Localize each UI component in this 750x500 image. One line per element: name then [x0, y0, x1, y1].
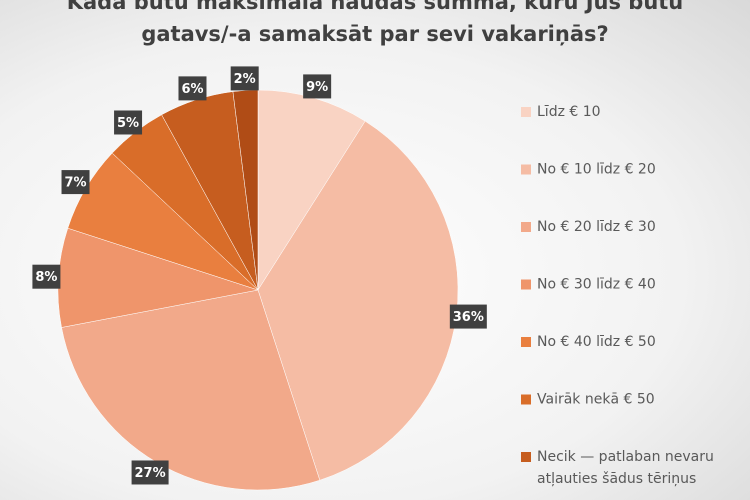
legend-label: No € 20 līdz € 30: [537, 219, 656, 235]
legend-label: Necik — patlaban nevaru atļauties šādus t…: [537, 449, 714, 487]
legend-label: No € 30 līdz € 40: [537, 277, 656, 293]
data-label: 6%: [181, 82, 203, 97]
data-label-box: [230, 66, 259, 91]
legend-swatch: [521, 164, 531, 175]
data-label: 36%: [453, 310, 484, 325]
data-label-box: [178, 76, 207, 101]
legend-swatch: [521, 452, 531, 462]
chart-title: Kāda būtu maksimālā naudas summa, kuru J…: [66, 0, 684, 46]
legend-label: No € 40 līdz € 50: [537, 334, 656, 350]
legend-label: No € 10 līdz € 20: [537, 162, 656, 178]
data-label-box: [131, 460, 169, 485]
legend-swatch: [521, 337, 531, 347]
legend-swatch: [521, 279, 531, 290]
data-label-box: [449, 304, 487, 329]
data-label-box: [303, 74, 332, 99]
data-label: 2%: [234, 72, 256, 87]
legend-swatch: [521, 394, 531, 405]
data-label-box: [61, 170, 90, 195]
legend-swatch: [521, 222, 531, 232]
data-label: 27%: [135, 466, 166, 481]
legend-label: Līdz € 10: [537, 104, 601, 120]
legend-label: Vairāk nekā € 50: [537, 392, 655, 408]
data-label: 5%: [117, 116, 139, 131]
data-label: 9%: [306, 80, 328, 95]
data-label: 7%: [64, 176, 86, 191]
data-label-box: [114, 110, 143, 135]
data-label-box: [32, 264, 61, 289]
data-label: 8%: [35, 270, 57, 285]
legend-swatch: [521, 107, 531, 117]
